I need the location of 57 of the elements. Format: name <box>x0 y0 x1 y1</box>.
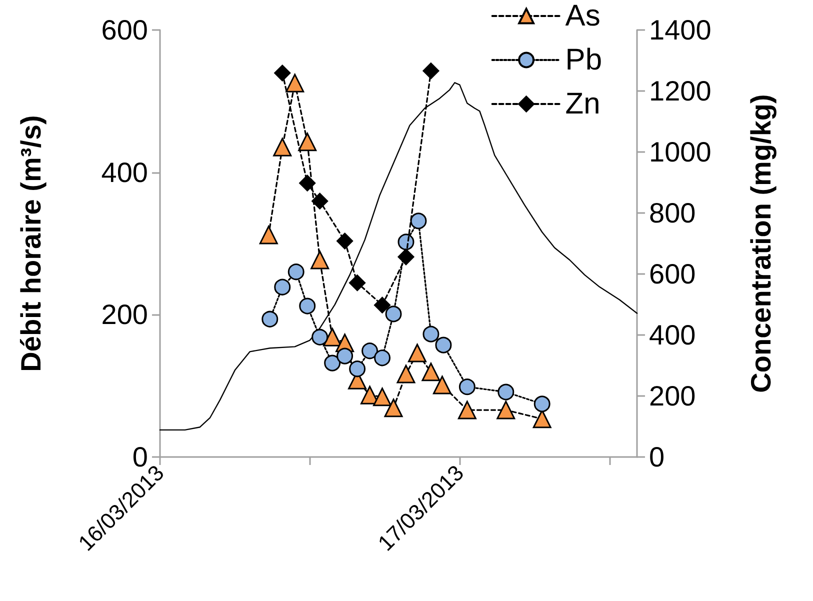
legend-label: Pb <box>565 44 602 76</box>
point <box>259 226 278 244</box>
point <box>349 274 366 292</box>
y2-tick-label: 400 <box>649 320 696 350</box>
point <box>298 132 317 152</box>
y2-tick-label: 600 <box>649 258 696 290</box>
point <box>435 336 452 354</box>
point <box>299 298 316 314</box>
point <box>422 326 440 342</box>
point <box>299 174 316 192</box>
y-axis-title: Débit horaire (m³/s) <box>16 115 46 372</box>
point <box>422 62 440 80</box>
point <box>534 396 550 412</box>
point <box>408 344 426 362</box>
point <box>274 64 291 82</box>
legend-label: As <box>565 0 600 32</box>
point <box>432 376 452 394</box>
y-tick-label: 600 <box>101 14 148 46</box>
point <box>286 74 304 92</box>
point <box>498 384 514 400</box>
y2-tick-label: 200 <box>649 380 696 412</box>
point <box>324 354 341 372</box>
point <box>312 192 328 210</box>
point <box>323 328 342 346</box>
point <box>274 278 291 296</box>
point <box>410 212 427 230</box>
point <box>312 328 328 346</box>
point <box>288 264 304 280</box>
point <box>262 310 278 328</box>
point <box>273 138 292 156</box>
point <box>362 342 378 360</box>
point <box>496 400 516 420</box>
point <box>422 362 440 382</box>
point <box>373 388 392 406</box>
y2-tick-label: 0 <box>649 442 665 472</box>
y2-tick-label: 800 <box>649 198 696 228</box>
point <box>385 306 402 322</box>
y-tick-label: 0 <box>132 442 148 472</box>
point <box>374 350 391 366</box>
y-tick-label: 200 <box>101 299 148 330</box>
y2-axis-title: Concentration (mg/kg) <box>746 94 776 393</box>
point <box>398 234 414 250</box>
y2-tick-label: 1400 <box>649 14 712 46</box>
y-tick-label: 400 <box>101 156 148 188</box>
point <box>458 378 476 396</box>
point <box>336 348 354 364</box>
point <box>398 248 414 266</box>
point <box>374 296 391 314</box>
point <box>349 360 366 378</box>
y2-tick-label: 1000 <box>649 136 712 168</box>
point <box>336 232 354 250</box>
point <box>396 364 416 384</box>
legend-label: Zn <box>565 88 600 120</box>
point <box>384 398 403 418</box>
point <box>310 250 330 270</box>
point <box>458 400 476 420</box>
y2-tick-label: 1200 <box>649 76 712 106</box>
